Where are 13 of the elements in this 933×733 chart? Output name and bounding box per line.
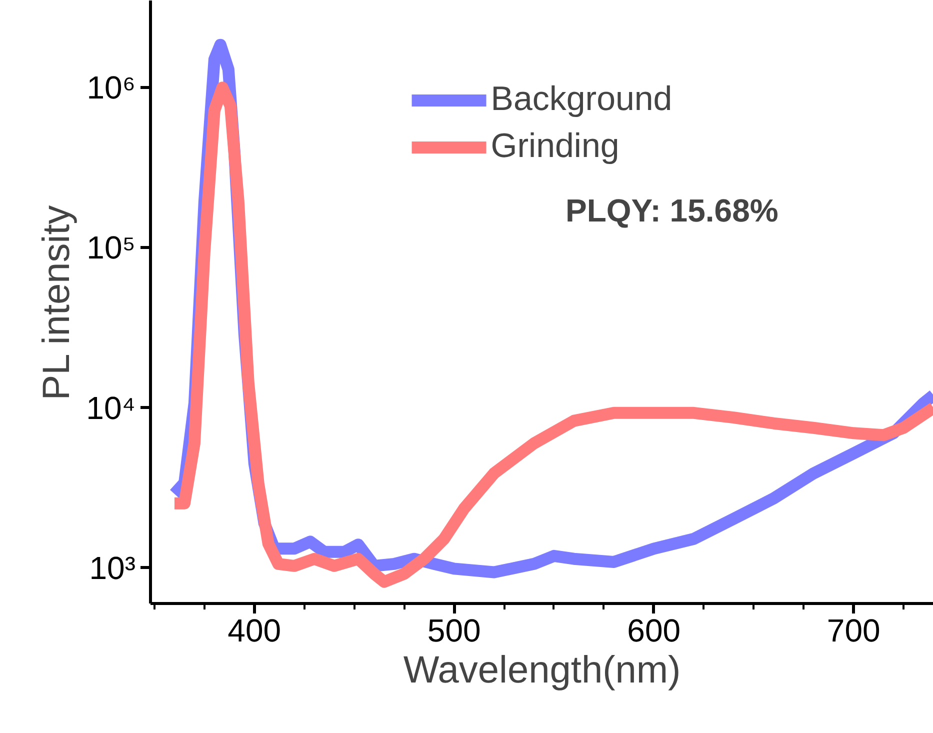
x-tick-label: 700 (826, 612, 880, 648)
x-tick-label: 400 (228, 612, 282, 648)
y-tick-label: 10⁵ (86, 230, 136, 266)
y-tick-label: 10⁶ (86, 70, 136, 106)
y-axis-title: PL intensity (36, 205, 78, 400)
annotation: PLQY: 15.68% (566, 192, 778, 228)
y-tick-label: 10³ (89, 550, 136, 586)
x-axis-title: Wavelength(nm) (403, 650, 681, 692)
y-tick-label: 10⁴ (86, 390, 136, 426)
x-tick-label: 600 (627, 612, 681, 648)
legend-label: Grinding (490, 127, 620, 166)
x-tick-label: 500 (427, 612, 481, 648)
legend-label: Background (490, 80, 672, 119)
